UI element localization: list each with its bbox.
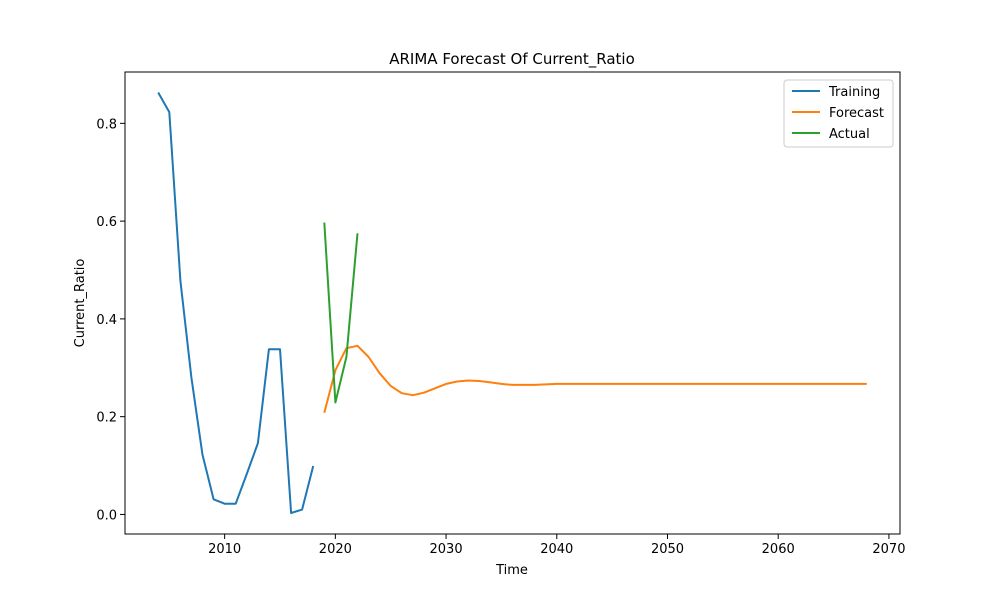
series-line-training: [157, 92, 315, 514]
y-axis-label: Current_Ratio: [73, 259, 88, 348]
legend: Training Forecast Actual: [783, 79, 894, 148]
series-line-forecast: [323, 344, 867, 414]
series-layer: [157, 92, 867, 514]
x-tick-label: 2020: [319, 542, 352, 557]
y-tick-label: 0.4: [96, 313, 117, 328]
legend-label-forecast: Forecast: [829, 106, 884, 121]
legend-label-actual: Actual: [829, 127, 870, 142]
x-axis: 2010 2020 2030 2040 2050 2060 2070: [208, 534, 905, 557]
x-axis-label: Time: [495, 563, 528, 578]
plot-area: [125, 72, 900, 534]
plot-frame: [124, 71, 901, 535]
x-tick-label: 2010: [208, 542, 241, 557]
series-line-actual: [323, 222, 359, 404]
x-tick-label: 2070: [872, 542, 905, 557]
x-tick-label: 2030: [430, 542, 463, 557]
y-tick-label: 0.2: [96, 411, 117, 426]
x-tick-label: 2040: [540, 542, 573, 557]
x-tick-label: 2060: [762, 542, 795, 557]
x-tick-label: 2050: [651, 542, 684, 557]
y-tick-label: 0.0: [96, 508, 117, 523]
chart-title: ARIMA Forecast Of Current_Ratio: [389, 50, 635, 69]
y-tick-label: 0.6: [96, 215, 117, 230]
y-axis: 0.0 0.2 0.4 0.6 0.8: [96, 117, 125, 523]
y-tick-label: 0.8: [96, 117, 117, 132]
legend-box: [783, 79, 894, 148]
legend-label-training: Training: [828, 85, 880, 100]
